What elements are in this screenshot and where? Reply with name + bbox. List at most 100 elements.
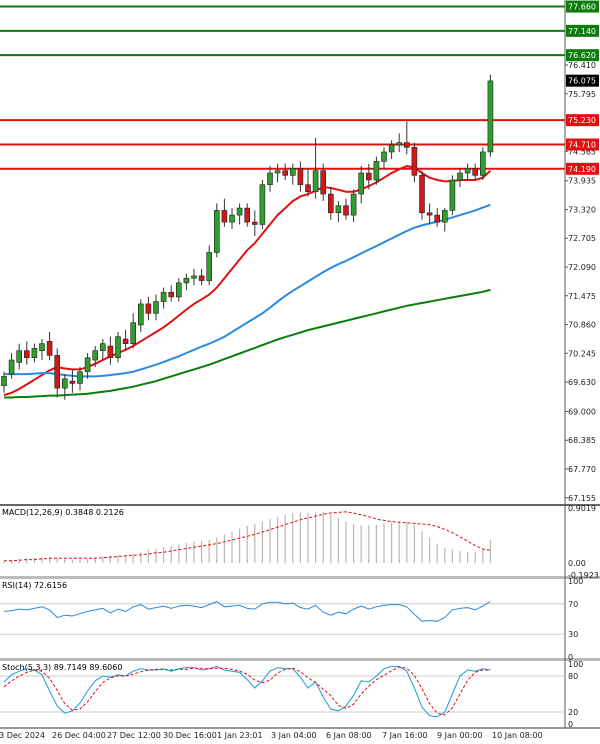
candle-body (8, 359, 15, 375)
price-tick-label: 67.155 (568, 494, 596, 503)
time-label: 3 Jan 04:00 (271, 731, 317, 740)
candle-body (335, 205, 342, 214)
stoch-d-line (3, 666, 491, 716)
candle-body (305, 184, 311, 193)
price-tick-label: 75.795 (568, 90, 596, 99)
level-tag-bg (566, 49, 599, 62)
time-label: 30 Dec 16:00 (163, 731, 217, 740)
candle-body (479, 151, 486, 176)
candle-body (259, 184, 266, 225)
price-tick-label: 73.935 (568, 177, 596, 186)
candle-body (381, 151, 387, 162)
price-tick-label: 70.860 (568, 321, 596, 330)
stoch-panel: 100 80 20 0 (0, 660, 583, 729)
panel-divider (0, 576, 600, 579)
candle-body (153, 301, 159, 314)
candle-body (289, 168, 296, 176)
candle-body (441, 210, 448, 223)
candle-body (77, 371, 83, 384)
candle-body (274, 170, 281, 174)
level-tag-bg (566, 162, 599, 175)
stoch-tick-label: 20 (568, 708, 578, 717)
candle-body (198, 275, 205, 281)
time-label: 27 Dec 12:00 (107, 731, 161, 740)
candle-body (434, 214, 441, 223)
candle-body (229, 214, 235, 223)
level-tags: 77.660 77.140 76.620 75.230 74.710 74.190 76.0… (566, 0, 599, 175)
candle-body (350, 193, 357, 216)
candle-body (183, 277, 190, 284)
time-label: 1 Jan 23:01 (217, 731, 263, 740)
rsi-line (3, 600, 491, 622)
price-tick-label: 72.705 (568, 234, 596, 243)
macd-panel: 0.9019 0.00 -0.1923 (3, 504, 599, 580)
time-label: 26 Dec 04:00 (52, 731, 106, 740)
current-price-tag-bg (566, 74, 599, 87)
candle-body (69, 380, 76, 384)
candle-body (343, 205, 349, 216)
candle-body (426, 212, 433, 216)
candle-body (396, 142, 403, 146)
candle-body (107, 345, 114, 359)
time-label: 10 Jan 08:00 (492, 731, 543, 740)
candle-body (449, 179, 456, 211)
candle-body (39, 343, 45, 351)
price-tick-label: 69.000 (568, 407, 596, 416)
candle-body (214, 210, 220, 253)
candle-body (160, 291, 167, 302)
rsi-panel: 100 70 30 0 (0, 577, 583, 662)
candle-body (419, 175, 425, 214)
stoch-k-line (3, 665, 491, 718)
macd-tick-label: -0.1923 (568, 571, 599, 580)
current-price-tag: 76.075 (568, 77, 596, 86)
candle-body (388, 144, 395, 153)
candles (1, 74, 494, 400)
price-tick-label: 67.770 (568, 465, 596, 474)
level-tag-label: 74.190 (568, 165, 596, 174)
ma-line (4, 203, 491, 378)
rsi-tick-label: 30 (568, 630, 578, 639)
price-tick-label: 70.245 (568, 349, 596, 358)
macd-tick-label: 0.9019 (568, 504, 596, 513)
candle-body (31, 348, 38, 359)
level-tag-label: 76.620 (568, 51, 596, 60)
level-tag-bg (566, 0, 599, 13)
macd-title: MACD(12,26,9) 0.3848 0.2126 (2, 508, 124, 517)
candle-body (464, 168, 471, 174)
candle-body (92, 350, 98, 361)
macd-signal-line (4, 511, 491, 562)
candle-body (472, 168, 479, 176)
candle-body (358, 172, 365, 195)
level-tag-label: 77.660 (568, 3, 596, 12)
candle-body (61, 378, 68, 389)
candle-body (457, 172, 463, 181)
candle-body (327, 193, 334, 214)
stoch-title: Stoch(5,3,3) 89.7149 89.6060 (2, 663, 122, 672)
price-axis: 76.41075.79575.18074.56573.93573.32072.7… (564, 0, 596, 728)
candle-body (252, 221, 258, 225)
candle-body (122, 338, 129, 344)
panel-divider (0, 658, 600, 661)
candle-body (244, 207, 250, 223)
candle-body (1, 376, 7, 387)
time-label: 6 Jan 08:00 (326, 731, 372, 740)
candle-body (297, 168, 304, 185)
macd-tick-label: 0.00 (568, 559, 586, 568)
price-tick-label: 73.320 (568, 205, 596, 214)
candle-body (221, 210, 228, 223)
rsi-title: RSI(14) 72.6156 (2, 581, 67, 590)
level-tag-bg (566, 114, 599, 127)
candle-body (46, 341, 53, 356)
price-tick-label: 69.630 (568, 378, 596, 387)
candle-body (312, 170, 319, 193)
grid (0, 504, 600, 729)
candle-body (23, 350, 30, 359)
candle-body (282, 170, 289, 176)
candle-body (145, 303, 152, 314)
candle-body (411, 146, 418, 176)
price-tick-label: 71.475 (568, 292, 596, 301)
stoch-tick-label: 80 (568, 672, 578, 681)
time-label: 7 Jan 16:00 (382, 731, 428, 740)
